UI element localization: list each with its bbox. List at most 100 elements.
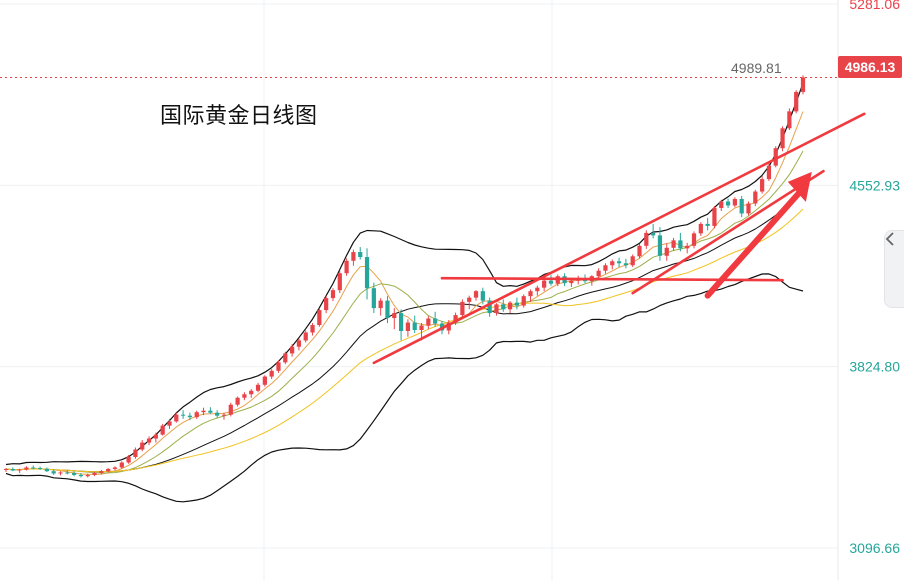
candle-body [99, 471, 104, 473]
chart-title: 国际黄金日线图 [160, 104, 318, 129]
candle-body [255, 384, 261, 391]
candle-body [467, 297, 472, 302]
candle-body [378, 300, 383, 309]
ma10-line [5, 150, 804, 474]
candle-body [773, 148, 778, 166]
candle-body [719, 201, 724, 208]
candle-body [324, 298, 329, 311]
candle-body [228, 404, 233, 415]
candle-body [610, 261, 615, 266]
candle-body [269, 370, 274, 377]
candle-body [364, 257, 370, 289]
bollinger-lower-band [5, 273, 804, 503]
candle-body [487, 300, 492, 314]
candle-body [398, 313, 404, 332]
candle-body [739, 199, 744, 214]
candle-body [24, 467, 29, 470]
ma5-line [5, 111, 804, 475]
candle-body [65, 472, 70, 474]
candle-body [276, 362, 281, 371]
last-price-badge: 4986.13 [838, 56, 902, 78]
candle-body [800, 77, 806, 92]
hover-price-label: 4989.81 [731, 60, 782, 76]
candle-body [419, 325, 424, 331]
candle-body [446, 322, 451, 331]
candle-body [371, 288, 376, 309]
candle-body [106, 468, 111, 472]
candle-body [787, 111, 792, 129]
candle-body [221, 414, 227, 416]
candle-body [112, 467, 118, 469]
candle-body [453, 315, 458, 323]
candle-body [317, 310, 322, 326]
candle-body [303, 332, 308, 341]
candle-body [160, 425, 165, 435]
rising-trendline [631, 169, 825, 295]
candle-body [521, 296, 526, 306]
candle-body [351, 252, 356, 261]
candle-body [392, 313, 397, 319]
ma30-line [5, 208, 804, 473]
candle-body [460, 301, 465, 316]
candle-body [494, 304, 499, 314]
candle-body [58, 472, 63, 474]
horizontal-resistance-line [440, 276, 784, 282]
candle-body [542, 280, 547, 288]
candle-body [51, 471, 56, 474]
candle-body [678, 240, 683, 249]
candle-body [501, 304, 506, 310]
candle-body [671, 240, 676, 248]
candle-body [180, 414, 186, 416]
candle-body [412, 322, 417, 331]
candle-body [337, 273, 342, 291]
candle-body [596, 270, 601, 277]
candle-body [358, 252, 363, 258]
price-tick-label: 3824.80 [849, 359, 900, 375]
candle-body [296, 340, 302, 347]
candle-body [630, 256, 635, 266]
candle-body [794, 91, 799, 112]
candle-body [146, 438, 152, 443]
candle-body [153, 434, 158, 439]
breakout-arrow-head [787, 171, 812, 202]
candle-body [698, 223, 703, 234]
chevron-left-icon [885, 232, 894, 246]
candle-body [72, 472, 77, 475]
candle-body [712, 207, 717, 226]
candle-body [705, 223, 710, 226]
candle-body [78, 474, 84, 477]
candle-body [480, 291, 485, 301]
candle-body [433, 318, 438, 324]
candle-body [780, 128, 785, 149]
price-tick-label: 5281.06 [849, 0, 900, 12]
support-trendline [372, 112, 866, 365]
candle-body [235, 397, 240, 405]
candle-body [140, 442, 145, 450]
candle-body [385, 300, 390, 319]
candle-body [603, 265, 608, 271]
candle-body [330, 290, 336, 299]
candle-body [507, 302, 513, 310]
candle-body [664, 247, 669, 256]
candle-body [208, 410, 213, 413]
bollinger-middle-line [5, 186, 804, 473]
candle-body [44, 468, 49, 472]
candle-body [651, 232, 656, 236]
candle-body [174, 414, 179, 422]
candle-body [283, 353, 288, 363]
price-tick-label: 4552.93 [849, 177, 900, 193]
candle-body [623, 263, 629, 266]
candle-body [528, 291, 533, 297]
candle-body [133, 449, 138, 458]
candle-body [310, 325, 315, 333]
collapse-panel-button[interactable] [884, 230, 904, 308]
candle-body [344, 260, 349, 274]
candle-body [616, 261, 622, 264]
candle-body [766, 165, 772, 180]
bollinger-upper-band [5, 82, 804, 466]
candle-body [167, 421, 172, 426]
candle-body [569, 280, 574, 284]
candle-body [548, 280, 554, 284]
